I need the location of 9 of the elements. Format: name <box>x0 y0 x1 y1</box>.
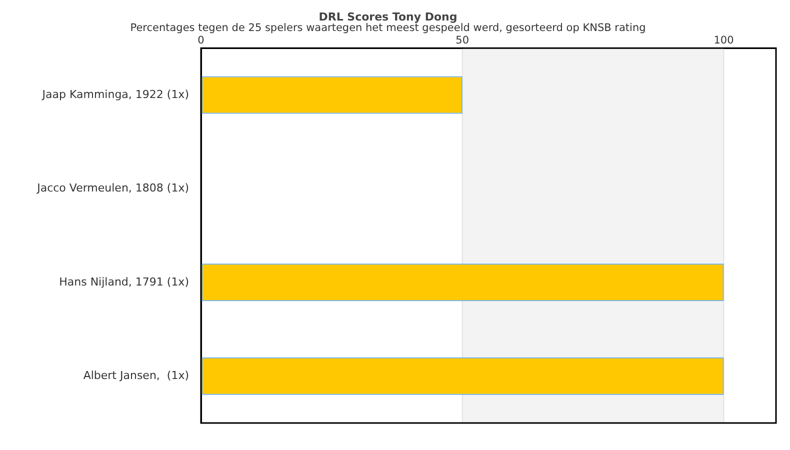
y-tick-label: Albert Jansen, (1x) <box>83 368 189 382</box>
y-tick-label: Hans Nijland, 1791 (1x) <box>59 275 189 288</box>
y-tick-label: Jacco Vermeulen, 1808 (1x) <box>36 182 189 195</box>
y-tick-label: Jaap Kamminga, 1922 (1x) <box>41 88 189 101</box>
chart-title: DRL Scores Tony Dong <box>318 10 458 24</box>
x-tick-label: 100 <box>714 34 734 47</box>
x-tick-label: 50 <box>456 34 470 47</box>
chart-subtitle: Percentages tegen de 25 spelers waartegen het meest gespeeld werd, gesorteerd op KNSB rating <box>130 22 646 34</box>
x-tick-label: 0 <box>198 34 204 47</box>
